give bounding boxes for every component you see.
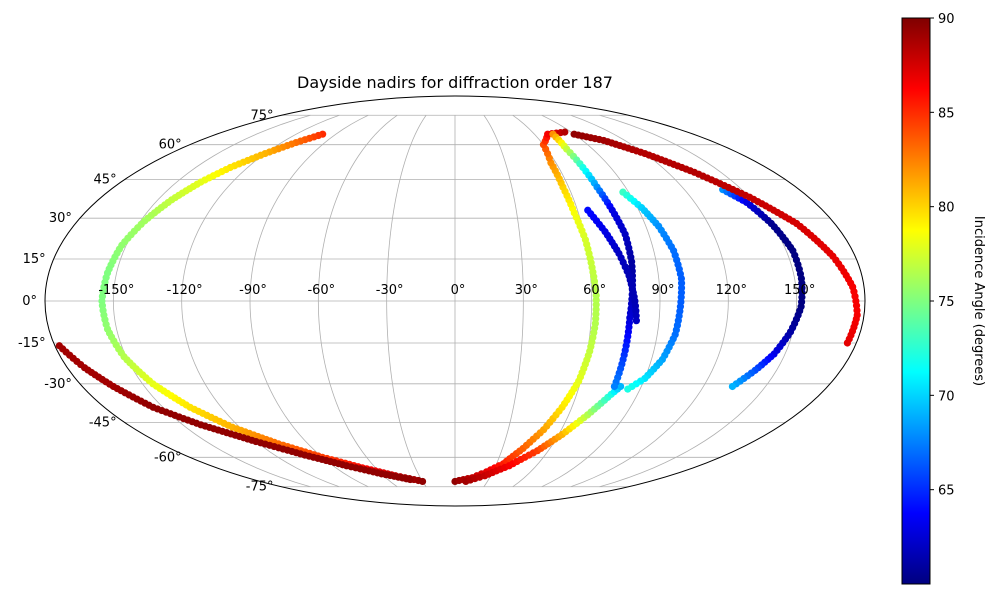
latitude-tick-label: -75°	[246, 480, 274, 495]
latitude-tick-label: -30°	[44, 377, 72, 392]
latitude-tick-label: 60°	[159, 138, 182, 153]
data-point	[406, 475, 414, 484]
colorbar-tick-label: 80	[938, 201, 955, 216]
map-boundary	[44, 95, 866, 507]
longitude-tick-label: 150°	[784, 283, 815, 298]
chart-title: Dayside nadirs for diffraction order 187	[297, 73, 613, 92]
data-point	[843, 339, 852, 347]
colorbar-tick-label: 90	[938, 12, 955, 27]
latitude-tick-label: 0°	[22, 294, 37, 309]
colorbar-ticks: 65 70 75 80 85 90	[930, 12, 955, 499]
latitude-tick-labels: 75° 60° 45° 30° 15° 0° -15° -30° -45° -60° -75°	[18, 108, 274, 494]
longitude-tick-label: 30°	[515, 283, 538, 298]
latitude-tick-label: 45°	[94, 173, 117, 188]
colorbar-label: Incidence Angle (degrees)	[971, 216, 986, 386]
colorbar-tick-label: 70	[938, 389, 955, 404]
data-point	[632, 317, 640, 325]
longitude-tick-label: 120°	[716, 283, 747, 298]
data-point	[561, 128, 569, 136]
data-point	[728, 382, 737, 391]
data-points	[55, 128, 861, 486]
longitude-tick-label: 90°	[651, 283, 674, 298]
graticule-grid	[45, 114, 865, 488]
colorbar-tick-label: 75	[938, 295, 955, 310]
data-point	[610, 382, 619, 391]
latitude-tick-label: -15°	[18, 336, 46, 351]
latitude-tick-label: 75°	[250, 108, 273, 123]
longitude-tick-label: -150°	[98, 283, 134, 298]
longitude-tick-labels: -150° -120° -90° -60° -30° 0° 30° 60° 90° 120° 150…	[98, 283, 815, 298]
longitude-tick-label: 60°	[583, 283, 606, 298]
data-point	[624, 385, 632, 393]
longitude-tick-label: -120°	[167, 283, 203, 298]
longitude-tick-label: -90°	[239, 283, 267, 298]
colorbar-tick-label: 65	[938, 484, 955, 499]
latitude-tick-label: -60°	[154, 450, 182, 465]
latitude-tick-label: 30°	[49, 211, 72, 226]
data-point	[418, 477, 427, 486]
latitude-tick-label: -45°	[89, 415, 117, 430]
longitude-tick-label: -30°	[376, 283, 404, 298]
longitude-tick-label: -60°	[307, 283, 335, 298]
colorbar-tick-label: 85	[938, 106, 955, 121]
data-point	[617, 382, 625, 391]
colorbar	[901, 17, 931, 585]
longitude-tick-label: 0°	[451, 283, 466, 298]
latitude-tick-label: 15°	[23, 252, 46, 267]
